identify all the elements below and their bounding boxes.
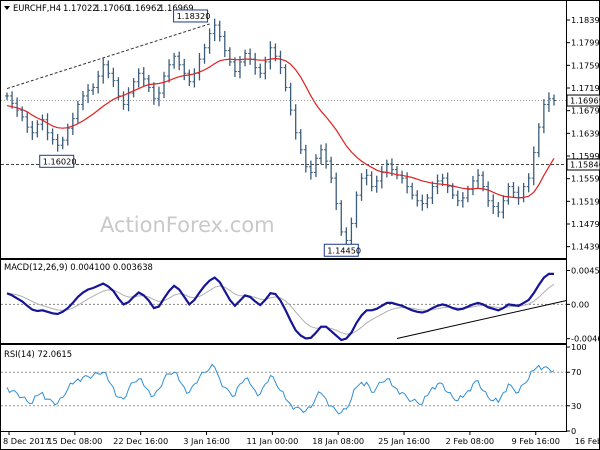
annotation-box (39, 154, 75, 168)
price-tick-label: 1.15990 (571, 151, 600, 161)
rsi-plot: 100 70 30 0 (1, 342, 587, 436)
time-tick-label: 9 Feb 16:00 (511, 436, 560, 446)
price-tick-label: 1.17590 (571, 60, 600, 70)
time-tick-label: 16 Feb 16:00 (575, 436, 600, 446)
price-grid (1, 100, 566, 165)
time-tick-label: 8 Dec 2017 (3, 436, 50, 446)
rsi-line (6, 363, 555, 415)
macd-plot: 0.004556 0.00 -0.004615 (1, 266, 600, 344)
price-tick-label: 1.18390 (571, 15, 600, 25)
macd-tick-label: -0.004615 (571, 334, 600, 344)
rsi-pane (0, 344, 567, 432)
macd-pane (0, 259, 567, 344)
macd-header: MACD(12,26,9) 0.004100 0.003638 (4, 262, 153, 272)
price-header-high: 1.17060 (95, 3, 130, 13)
annotation-box (323, 243, 359, 257)
annotation-box (173, 9, 209, 23)
time-tick-label: 18 Jan 08:00 (312, 436, 364, 446)
price-tick-label: 1.17190 (571, 83, 600, 93)
dropdown-arrow-icon[interactable] (4, 6, 10, 10)
macd-tick-label: 0.00 (571, 299, 589, 309)
price-overlays: 1.15840 1.16969 (6, 23, 600, 199)
price-header-low: 1.16962 (127, 3, 162, 13)
price-header-symbol: EURCHF,H4 (13, 3, 61, 13)
macd-support-trendline (396, 300, 567, 340)
moving-average-line (6, 57, 555, 199)
time-tick-label: 15 Dec 08:00 (47, 436, 102, 446)
price-pane (0, 0, 567, 259)
watermark: ActionForex.com (100, 213, 275, 237)
rsi-tick-label: 70 (571, 367, 581, 377)
price-axis: 1.18390 1.17990 1.17590 1.17190 1.16790 1.163… (566, 15, 600, 252)
annotation-label: 1.16020 (43, 156, 77, 166)
price-tick-label: 1.17990 (571, 38, 600, 48)
price-tick-label: 1.14390 (571, 242, 600, 252)
rsi-tick-label: 30 (571, 401, 581, 411)
price-annotations: 1.18320 1.16020 1.14450 (39, 9, 361, 257)
current-price-label-box (566, 94, 600, 107)
price-header-close: 1.16969 (159, 3, 194, 13)
macd-line (6, 272, 554, 342)
resistance-trendline (6, 23, 210, 90)
macd-tick-label: 0.004556 (571, 266, 600, 276)
time-tick-label: 2 Feb 08:00 (446, 436, 495, 446)
time-tick-label: 11 Jan 00:00 (246, 436, 298, 446)
price-tick-label: 1.16790 (571, 106, 600, 116)
rsi-tick-label: 0 (571, 426, 576, 436)
support-price-label-box (566, 158, 600, 171)
time-tick-label: 25 Jan 16:00 (378, 436, 430, 446)
rsi-header: RSI(14) 72.0615 (4, 349, 72, 359)
annotation-label: 1.18320 (177, 11, 211, 21)
time-tick-label: 3 Jan 16:00 (183, 436, 230, 446)
support-price-label: 1.15840 (570, 160, 600, 170)
annotation-label: 1.14450 (327, 245, 361, 255)
time-tick-label: 22 Dec 16:00 (113, 436, 168, 446)
rsi-tick-label: 100 (571, 342, 587, 352)
price-header-open: 1.17022 (63, 3, 98, 13)
price-tick-label: 1.16390 (571, 128, 600, 138)
price-tick-label: 1.14790 (571, 219, 600, 229)
price-tick-label: 1.15590 (571, 174, 600, 184)
current-price-label: 1.16969 (570, 96, 600, 106)
price-tick-label: 1.15190 (571, 196, 600, 206)
